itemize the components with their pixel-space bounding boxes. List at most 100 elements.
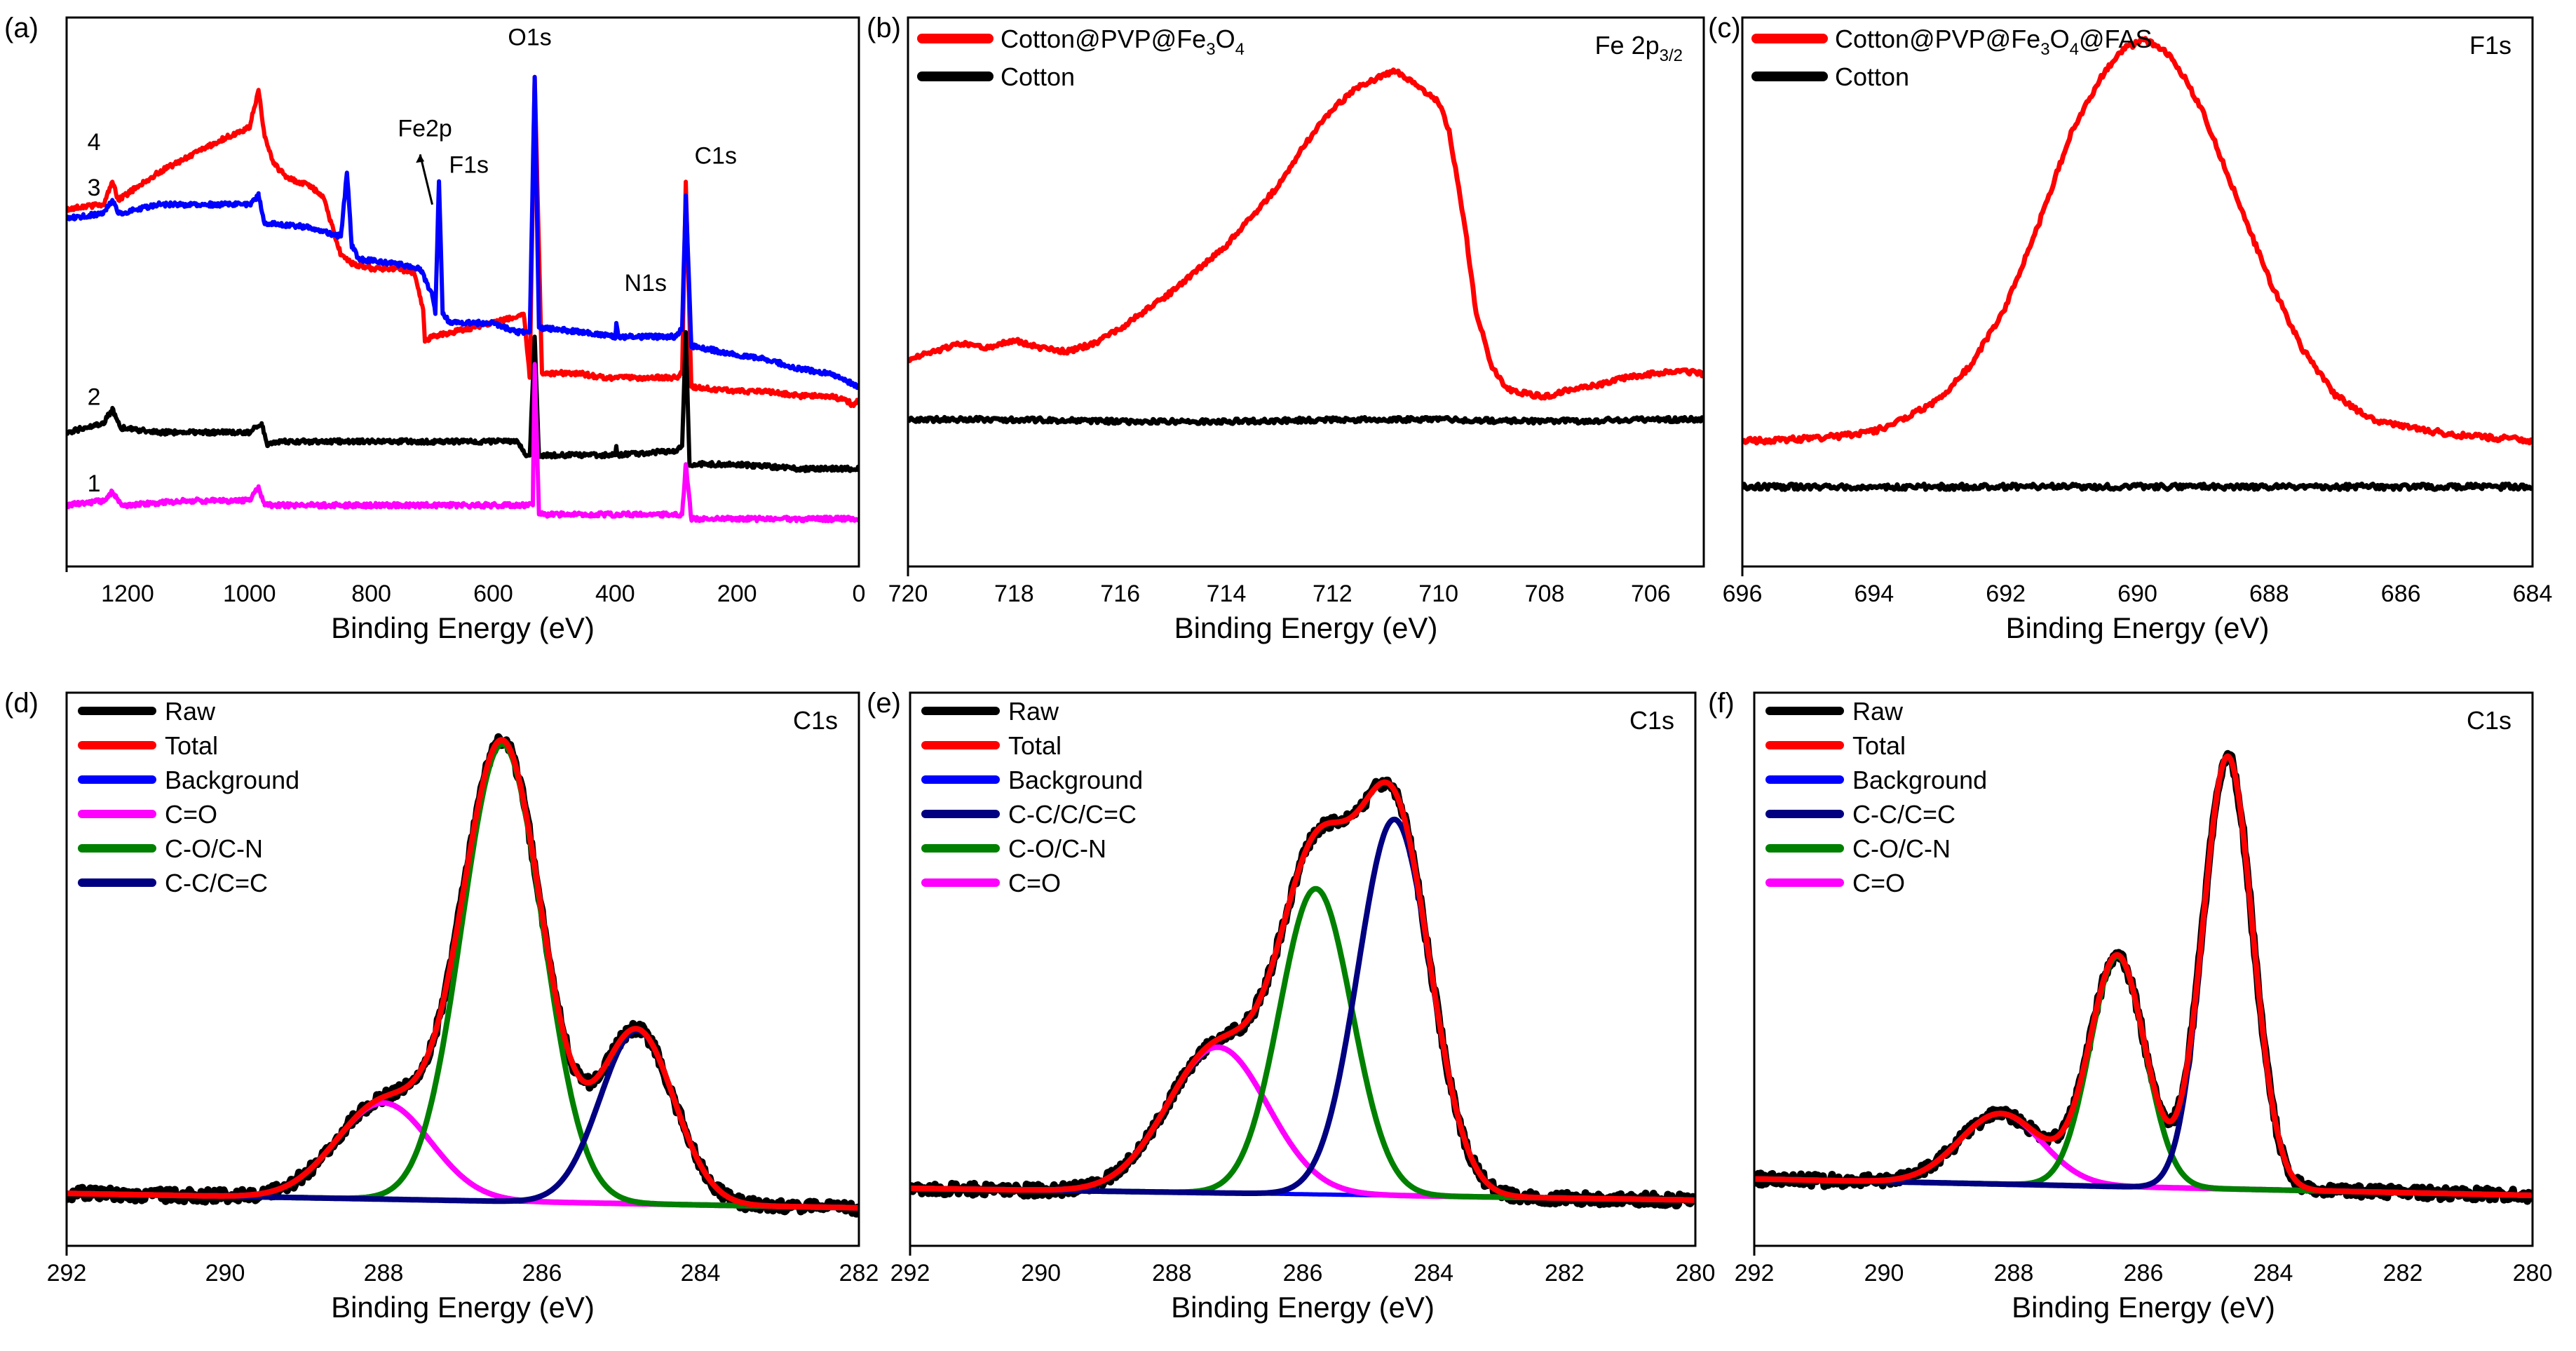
series-line-1 — [67, 362, 859, 524]
x-tick-label: 290 — [1021, 1260, 1061, 1286]
series-line-3 — [67, 74, 859, 391]
legend-label: C-O/C-N — [1008, 834, 1106, 863]
series-line-2 — [67, 330, 859, 473]
legend-label: C=O — [1852, 869, 1905, 897]
panel-letter: (a) — [4, 13, 39, 43]
x-axis-label: Binding Energy (eV) — [2012, 1291, 2275, 1324]
legend-label: Total — [1008, 731, 1062, 760]
axes-frame — [65, 691, 860, 1247]
axes-frame — [907, 16, 1705, 568]
x-tick-label: 286 — [1283, 1260, 1323, 1286]
plot-area — [908, 67, 1704, 426]
total-fit-line — [67, 737, 859, 1211]
legend-label: Cotton — [1001, 62, 1075, 91]
legend-label: C=O — [165, 800, 217, 829]
peak-annotation: O1s — [508, 24, 551, 50]
x-tick-label: 688 — [2249, 581, 2289, 607]
legend-label: Background — [165, 766, 299, 794]
legend-label: Raw — [165, 697, 216, 726]
panel-letter: (e) — [867, 688, 901, 719]
peak-annotation: F1s — [449, 151, 489, 178]
x-tick-label: 686 — [2381, 581, 2421, 607]
x-tick-label: 600 — [473, 581, 513, 607]
legend-label: C-C/C/C=C — [1008, 800, 1137, 829]
panel-letter: (c) — [1708, 13, 1741, 43]
x-tick-label: 288 — [1152, 1260, 1192, 1286]
component-C-C/C=C — [67, 1027, 859, 1211]
x-tick-label: 292 — [1735, 1260, 1775, 1286]
peak-annotation: C1s — [694, 142, 736, 169]
legend-label: Background — [1852, 766, 1987, 794]
plot-area — [1754, 749, 2533, 1205]
peak-annotation: Fe2p — [398, 115, 452, 142]
curve-number-label: 3 — [88, 175, 101, 201]
x-tick-label: 282 — [1545, 1260, 1585, 1286]
x-tick-label: 710 — [1418, 581, 1458, 607]
x-tick-label: 280 — [2513, 1260, 2553, 1286]
x-tick-label: 706 — [1631, 581, 1671, 607]
curve-number-label: 2 — [88, 384, 101, 411]
x-axis-label: Binding Energy (eV) — [1171, 1291, 1435, 1324]
x-tick-label: 716 — [1100, 581, 1140, 607]
x-tick-label: 288 — [364, 1260, 404, 1286]
x-tick-label: 690 — [2117, 581, 2157, 607]
plot-area — [67, 733, 859, 1218]
panel-e: 292 290 288 286 284 282 280 Binding Energy (eV)… — [867, 688, 1715, 1324]
x-axis-label: Binding Energy (eV) — [331, 611, 595, 644]
series-line-Cotton — [1742, 481, 2533, 492]
axes-frame — [909, 691, 1697, 1247]
plot-area — [910, 776, 1695, 1209]
x-tick-label: 692 — [1986, 581, 2026, 607]
x-axis-label: Binding Energy (eV) — [331, 1291, 595, 1324]
x-tick-label: 286 — [522, 1260, 562, 1286]
component-C-O/C-N — [1754, 953, 2533, 1198]
axes-frame — [1741, 16, 2534, 568]
panel-annotation: Fe 2p3/2 — [1595, 31, 1683, 65]
x-tick-label: 696 — [1723, 581, 1763, 607]
panel-letter: (d) — [4, 688, 39, 719]
legend-label: Raw — [1852, 697, 1904, 726]
panel-letter: (f) — [1708, 688, 1735, 719]
x-tick-label: 284 — [1414, 1260, 1453, 1286]
panel-annotation: F1s — [2469, 31, 2511, 60]
series-line-Cotton@PVP@Fe3O4@FAS — [1742, 36, 2533, 446]
panel-annotation: C1s — [1629, 706, 1674, 735]
panel-d: 292 290 288 286 284 282 Binding Energy (eV) (d)… — [4, 688, 879, 1324]
x-tick-label: 694 — [1854, 581, 1894, 607]
panel-c: 696 694 692 690 688 686 684 Binding Energy (eV)… — [1708, 13, 2552, 644]
axes-frame — [1753, 691, 2534, 1247]
annotation-arrow — [419, 154, 433, 205]
legend-label: C-C/C=C — [1852, 800, 1955, 829]
x-tick-label: 712 — [1313, 581, 1353, 607]
panel-a: 1200 1000 800 600 400 200 0 Binding Energy (eV)… — [4, 13, 865, 644]
x-tick-label: 718 — [994, 581, 1034, 607]
legend-label: Cotton — [1835, 62, 1909, 91]
x-tick-label: 400 — [595, 581, 635, 607]
x-tick-label: 280 — [1676, 1260, 1716, 1286]
x-tick-label: 720 — [888, 581, 928, 607]
x-tick-label: 286 — [2124, 1260, 2164, 1286]
plot-area — [1742, 36, 2533, 492]
x-tick-label: 1000 — [223, 581, 276, 607]
legend-label: C-C/C=C — [165, 869, 268, 897]
peak-annotation: N1s — [625, 270, 667, 297]
x-tick-label: 1200 — [101, 581, 154, 607]
x-tick-label: 684 — [2513, 581, 2553, 607]
legend-label: C-O/C-N — [165, 834, 263, 863]
legend-label: Total — [165, 731, 218, 760]
legend-label: C=O — [1008, 869, 1061, 897]
x-tick-label: 282 — [839, 1260, 879, 1286]
x-axis-label: Binding Energy (eV) — [1174, 611, 1438, 644]
x-tick-label: 800 — [351, 581, 391, 607]
curve-number-label: 4 — [88, 129, 101, 156]
legend-label: Background — [1008, 766, 1143, 794]
x-axis-label: Binding Energy (eV) — [2006, 611, 2270, 644]
series-line-Cotton — [908, 414, 1704, 426]
x-tick-label: 200 — [717, 581, 757, 607]
panel-annotation: C1s — [793, 706, 838, 735]
plot-area — [67, 74, 859, 524]
arrow-head — [416, 154, 425, 163]
series-line-Cotton@PVP@Fe3O4 — [908, 67, 1704, 401]
x-tick-label: 0 — [853, 581, 866, 607]
